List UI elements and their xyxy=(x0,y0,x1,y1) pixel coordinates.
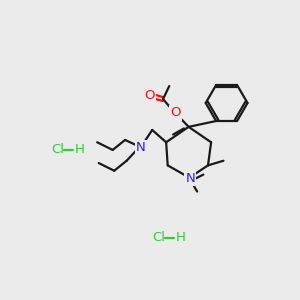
Text: Cl: Cl xyxy=(52,143,64,157)
Text: O: O xyxy=(145,89,155,102)
Text: H: H xyxy=(176,231,185,244)
Text: H: H xyxy=(75,143,85,157)
Text: N: N xyxy=(185,172,195,185)
Text: N: N xyxy=(136,141,146,154)
Text: Cl: Cl xyxy=(152,231,165,244)
Text: O: O xyxy=(170,106,181,119)
